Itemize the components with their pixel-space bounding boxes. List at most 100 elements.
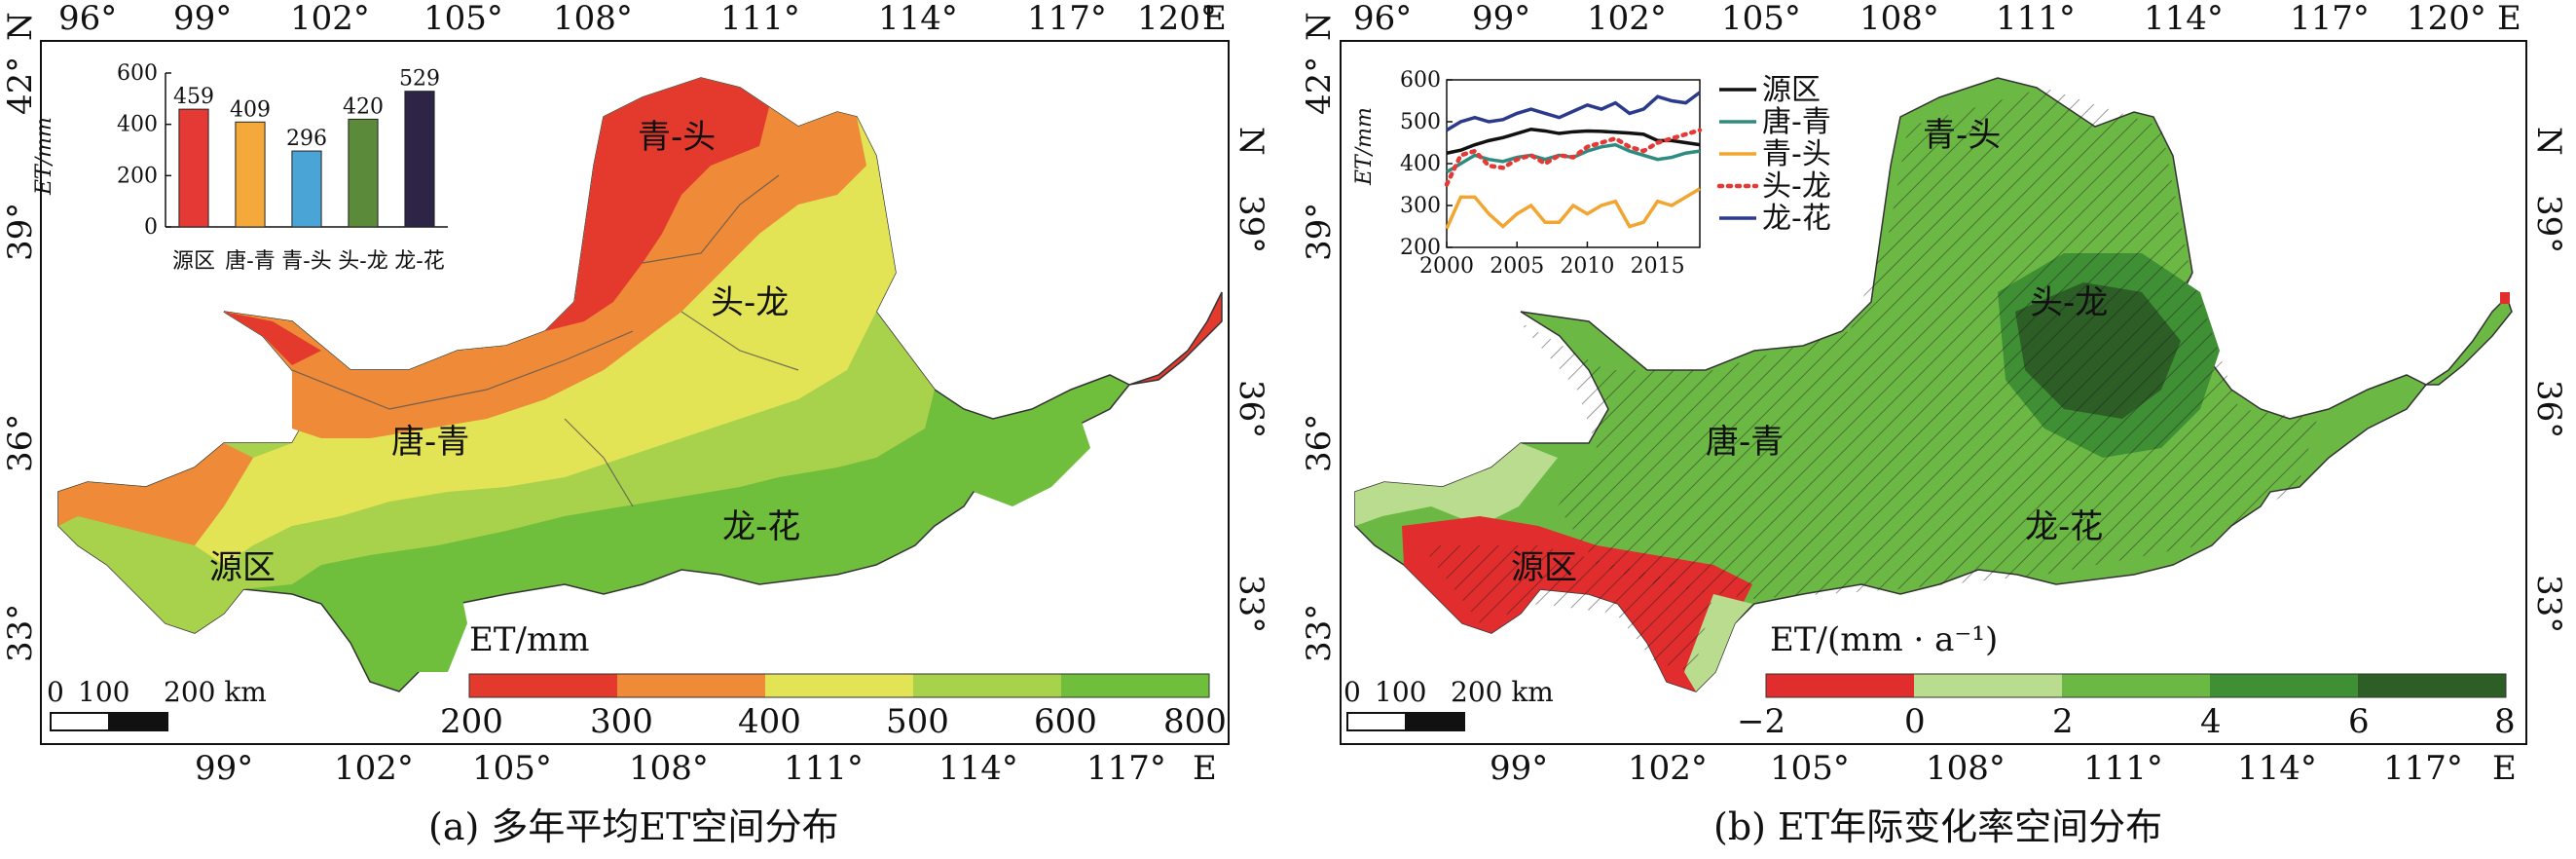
bar-inset-bar: [348, 118, 379, 228]
panel-b-bottom-lon-7: E: [2492, 749, 2517, 788]
panel-b: 青-头 头-龙 唐-青 龙-花 源区 96° 99° 102° 105° 108…: [1300, 0, 2568, 848]
panel-b-legend-tick-3: 4: [2200, 702, 2222, 741]
line-inset-ytick-label: 400: [1400, 152, 1441, 176]
panel-a-legend-swatch-0: [469, 674, 617, 697]
panel-a-color-legend: ET/mm 200 300 400 500 600 800: [440, 620, 1227, 741]
panel-a-top-lon-9: E: [1202, 0, 1227, 38]
panel-b-region-long-hua: 龙-花: [2025, 507, 2103, 546]
panel-a-frame: [40, 40, 1230, 745]
panel-b-legend-tick-2: 2: [2052, 702, 2074, 741]
panel-b-left-lat-2: 36°: [1300, 414, 1339, 472]
line-inset-series-line: [1445, 187, 1701, 230]
panel-b-region-tang-qing: 唐-青: [1706, 423, 1784, 462]
panel-b-legend-tick-1: 0: [1904, 702, 1926, 741]
bar-inset-ytick-label: 200: [117, 164, 158, 188]
panel-a-legend-swatch-4: [1061, 674, 1209, 697]
panel-a-scalebar: 0 100 200 km: [47, 676, 267, 731]
panel-b-legend-swatch-1: [1914, 674, 2062, 697]
panel-a-region-qing-tou: 青-头: [638, 118, 716, 157]
panel-a-legend-swatch-2: [765, 674, 913, 697]
panel-b-left-lat-3: 33°: [1300, 604, 1339, 662]
panel-a-bottom-lon-6: 117°: [1086, 749, 1166, 788]
panel-b-top-lon-8: 120°: [2407, 0, 2486, 38]
panel-b-scalebar: 0 100 200 km: [1343, 676, 1554, 731]
panel-a-bottom-lon-3: 108°: [629, 749, 709, 788]
panel-b-region-tou-long: 头-龙: [2030, 283, 2108, 322]
panel-b-left-lat-1: 39°: [1300, 203, 1339, 261]
panel-a-bottom-lon-7: E: [1193, 749, 1217, 788]
line-inset-ylabel: ET/mm: [1352, 107, 1377, 186]
panel-b-top-lon-1: 99°: [1472, 0, 1530, 38]
panel-a-top-lon-3: 105°: [423, 0, 503, 38]
bar-inset-bar: [291, 150, 322, 228]
bar-inset-bar: [404, 91, 435, 228]
panel-b-top-lon-4: 108°: [1859, 0, 1939, 38]
line-inset-legend-label: 龙-花: [1762, 202, 1831, 236]
panel-a-legend-swatch-3: [913, 674, 1061, 697]
panel-a-bottom-lon-4: 111°: [784, 749, 864, 788]
panel-a-right-lat-0: 39°: [1232, 195, 1270, 253]
line-inset-xtick-label: 2000: [1419, 254, 1474, 279]
panel-a-legend-swatch-1: [617, 674, 765, 697]
panel-a-top-lon-labels: 96° 99° 102° 105° 108° 111° 114° 117° 12…: [58, 0, 1227, 38]
panel-a-top-lon-8: 120°: [1137, 0, 1217, 38]
panel-b-legend-swatch-2: [2062, 674, 2210, 697]
panel-b-right-lat-2: 33°: [2529, 575, 2568, 633]
panel-b-scalebar-200: 200 km: [1451, 676, 1554, 708]
bar-inset-category-label: 唐-青: [225, 249, 275, 274]
bar-inset-value-label: 296: [286, 127, 327, 151]
panel-b-scalebar-0: 0: [1343, 676, 1361, 708]
panel-b-frame: [1340, 40, 2527, 745]
panel-a-legend-tick-4: 600: [1034, 702, 1097, 741]
panel-b-legend-tick-0: −2: [1737, 702, 1785, 741]
panel-a: 青-头 头-龙 唐-青 龙-花 源区 96° 99° 102° 105° 108…: [1, 0, 1270, 848]
panel-a-right-lat-unit: N: [1232, 127, 1270, 156]
panel-a-scalebar-100: 100: [78, 676, 129, 708]
panel-a-region-tou-long: 头-龙: [711, 283, 789, 322]
panel-b-left-lat-unit: N: [1300, 12, 1339, 41]
panel-b-top-lon-9: E: [2497, 0, 2521, 38]
panel-a-top-lon-1: 99°: [173, 0, 232, 38]
panel-b-bottom-lon-4: 111°: [2083, 749, 2163, 788]
panel-b-top-lon-7: 117°: [2290, 0, 2370, 38]
panel-a-left-lat-0: 42°: [1, 56, 40, 115]
line-inset-legend-label: 唐-青: [1762, 105, 1831, 139]
line-inset-series-line: [1444, 128, 1703, 187]
panel-a-legend-tick-0: 200: [440, 702, 503, 741]
panel-b-bottom-lon-0: 99°: [1490, 749, 1548, 788]
panel-b-bottom-lon-1: 102°: [1628, 749, 1708, 788]
panel-b-top-lon-2: 102°: [1587, 0, 1667, 38]
panel-a-right-lat-2: 33°: [1232, 575, 1270, 633]
line-inset-legend-label: 源区: [1762, 73, 1821, 107]
bar-inset-ytick-label: 0: [144, 215, 158, 240]
bar-inset-value-label: 529: [399, 67, 440, 92]
panel-a-left-lat-labels: N 42° 39° 36° 33°: [1, 12, 40, 662]
bar-inset-category-label: 龙-花: [394, 249, 444, 274]
bar-inset-ytick-label: 600: [117, 61, 158, 86]
panel-b-caption: (b) ET年际变化率空间分布: [1713, 805, 2162, 848]
panel-b-right-lat-unit: N: [2529, 127, 2568, 156]
panel-b-legend-swatch-4: [2358, 674, 2506, 697]
line-inset-ytick-label: 200: [1400, 236, 1441, 260]
panel-b-top-lon-labels: 96° 99° 102° 105° 108° 111° 114° 117° 12…: [1353, 0, 2521, 38]
panel-b-region-qing-tou: 青-头: [1923, 116, 2001, 155]
panel-b-legend-tick-4: 6: [2348, 702, 2370, 741]
panel-a-bottom-lon-labels: 99° 102° 105° 108° 111° 114° 117° E: [195, 749, 1217, 788]
panel-a-bottom-lon-2: 105°: [472, 749, 552, 788]
bar-inset-value-label: 459: [173, 85, 214, 109]
panel-b-right-lat-1: 36°: [2529, 380, 2568, 438]
panel-b-basin-map: [1354, 77, 2513, 692]
panel-a-legend-title: ET/mm: [469, 620, 589, 659]
panel-b-bottom-lon-labels: 99° 102° 105° 108° 111° 114° 117° E: [1490, 749, 2517, 788]
line-inset-legend-label: 青-头: [1762, 137, 1831, 171]
panel-a-left-lat-3: 33°: [1, 604, 40, 662]
panel-b-top-lon-0: 96°: [1353, 0, 1412, 38]
panel-b-bottom-lon-5: 114°: [2237, 749, 2317, 788]
line-inset-ytick-label: 500: [1400, 110, 1441, 134]
panel-b-left-lat-0: 42°: [1300, 56, 1339, 115]
panel-b-bottom-lon-3: 108°: [1926, 749, 2006, 788]
panel-b-legend-tick-5: 8: [2494, 702, 2516, 741]
panel-a-top-lon-0: 96°: [58, 0, 117, 38]
panel-b-region-yuanqu: 源区: [1511, 548, 1577, 587]
